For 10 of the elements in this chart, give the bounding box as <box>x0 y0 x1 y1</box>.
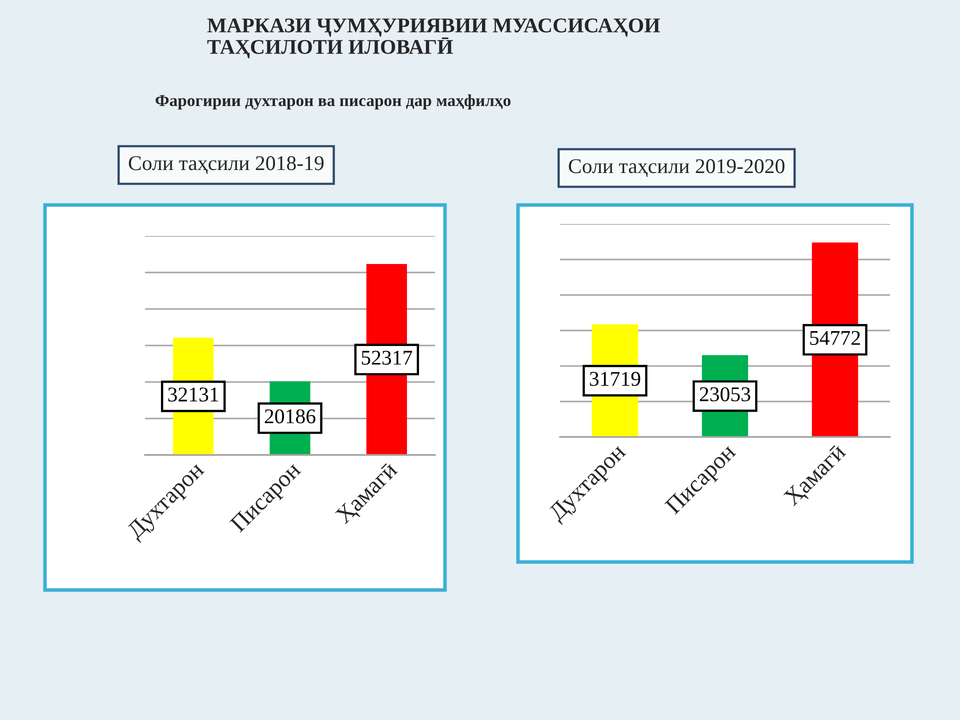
chart-title: Соли таҳсили 2018-19 <box>128 156 324 174</box>
data-label: 23053 <box>700 387 750 402</box>
text: Фарогирии духтарон ва писарон дар маҳфилҳо <box>156 94 510 110</box>
data-label: 31719 <box>590 372 640 386</box>
chart-title: Соли таҳсили 2019-2020 <box>568 159 784 178</box>
data-label: 20186 <box>264 409 316 424</box>
data-label: 54772 <box>810 330 860 345</box>
data-label: 52317 <box>362 350 412 365</box>
data-label: 32131 <box>168 388 218 402</box>
text: МАРКАЗИ ҶУМҲУРИЯВИИ МУАССИСАҲОИ ТАҲСИЛОТИ ИЛОВАГӢ <box>207 18 660 58</box>
